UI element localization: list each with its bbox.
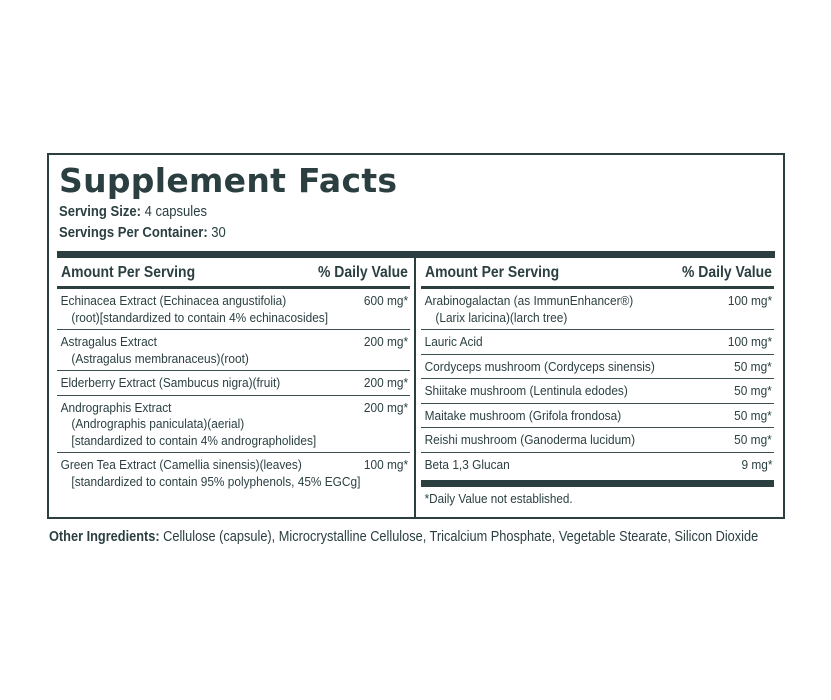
ingredient-row: Maitake mushroom (Grifola frondosa) 50 m…: [421, 404, 774, 428]
ingredient-detail: (Larix laricina)(larch tree): [435, 309, 568, 325]
amount-per-serving-heading: Amount Per Serving: [61, 264, 196, 281]
ingredient-row: Green Tea Extract (Camellia sinensis)(le…: [57, 453, 410, 493]
ingredient-row: Astragalus Extract (Astragalus membranac…: [57, 330, 410, 371]
ingredient-row: Lauric Acid 100 mg*: [421, 330, 774, 355]
header-thick-rule: [57, 251, 775, 258]
left-column: Amount Per Serving % Daily Value Echinac…: [57, 258, 410, 493]
ingredient-name: Cordyceps mushroom (Cordyceps sinensis): [424, 358, 655, 374]
right-column-header: Amount Per Serving % Daily Value: [421, 258, 774, 289]
other-ingredients-label: Other Ingredients:: [49, 529, 160, 545]
panel-title: Supplement Facts: [59, 161, 398, 200]
ingredient-name: Astragalus Extract: [60, 334, 157, 349]
left-column-header: Amount Per Serving % Daily Value: [57, 258, 410, 289]
serving-size-label: Serving Size:: [59, 204, 141, 220]
serving-size-value: 4 capsules: [140, 204, 207, 220]
ingredient-amount: 50 mg*: [734, 358, 772, 374]
supplement-facts-panel: Supplement Facts Serving Size: 4 capsule…: [47, 153, 785, 519]
ingredient-amount: 200 mg*: [363, 334, 408, 349]
ingredient-name: Reishi mushroom (Ganoderma lucidum): [424, 432, 636, 447]
ingredient-amount: 200 mg*: [363, 399, 408, 415]
other-ingredients-value: Cellulose (capsule), Microcrystalline Ce…: [159, 529, 759, 545]
ingredient-detail: (Astragalus membranaceus)(root): [71, 350, 249, 366]
ingredient-name: Arabinogalactan (as ImmunEnhancer®): [424, 293, 634, 308]
ingredient-row: Reishi mushroom (Ganoderma lucidum) 50 m…: [421, 428, 774, 453]
ingredient-amount: 600 mg*: [363, 293, 408, 308]
ingredient-amount: 100 mg*: [363, 457, 408, 472]
other-ingredients: Other Ingredients: Cellulose (capsule), …: [49, 527, 758, 547]
ingredient-row: Shiitake mushroom (Lentinula edodes) 50 …: [421, 379, 774, 404]
ingredient-row: Arabinogalactan (as ImmunEnhancer®) (Lar…: [421, 289, 774, 330]
serving-size: Serving Size: 4 capsules: [59, 203, 207, 221]
ingredient-amount: 100 mg*: [727, 334, 772, 349]
right-column: Amount Per Serving % Daily Value Arabino…: [421, 258, 774, 511]
ingredient-row: Beta 1,3 Glucan 9 mg*: [421, 453, 774, 477]
footer-thick-rule: [421, 480, 774, 487]
servings-per-container-value: 30: [207, 225, 226, 241]
daily-value-heading: % Daily Value: [318, 264, 408, 281]
daily-value-footnote: *Daily Value not established.: [424, 491, 573, 506]
daily-value-heading: % Daily Value: [682, 264, 772, 281]
servings-per-container: Servings Per Container: 30: [59, 224, 226, 242]
ingredient-name: Green Tea Extract (Camellia sinensis)(le…: [60, 457, 302, 472]
ingredient-detail: (root)[standardized to contain 4% echina…: [71, 309, 329, 325]
ingredient-name: Echinacea Extract (Echinacea angustifoli…: [60, 293, 287, 308]
ingredient-name: Shiitake mushroom (Lentinula edodes): [424, 383, 628, 398]
ingredient-amount: 50 mg*: [734, 383, 772, 398]
ingredient-amount: 200 mg*: [363, 375, 408, 390]
ingredient-amount: 100 mg*: [727, 293, 772, 308]
ingredient-row: Cordyceps mushroom (Cordyceps sinensis) …: [421, 355, 774, 379]
ingredient-row: Andrographis Extract (Andrographis panic…: [57, 396, 410, 453]
ingredient-amount: 50 mg*: [734, 407, 772, 423]
ingredient-name: Maitake mushroom (Grifola frondosa): [424, 407, 622, 423]
ingredient-name: Lauric Acid: [424, 334, 483, 349]
ingredient-name: Beta 1,3 Glucan: [424, 456, 510, 472]
ingredient-detail: (Andrographis paniculata)(aerial): [71, 416, 245, 431]
ingredient-name: Elderberry Extract (Sambucus nigra)(frui…: [60, 375, 281, 390]
ingredient-amount: 50 mg*: [734, 432, 772, 447]
servings-per-container-label: Servings Per Container:: [59, 225, 208, 241]
ingredient-detail: [standardized to contain 95% polyphenols…: [71, 473, 361, 489]
ingredient-amount: 9 mg*: [740, 456, 772, 472]
ingredient-detail: [standardized to contain 4% andrographol…: [71, 432, 317, 448]
ingredient-name: Andrographis Extract: [60, 399, 172, 415]
amount-per-serving-heading: Amount Per Serving: [425, 264, 560, 281]
ingredient-row: Echinacea Extract (Echinacea angustifoli…: [57, 289, 410, 330]
ingredient-row: Elderberry Extract (Sambucus nigra)(frui…: [57, 371, 410, 396]
column-divider: [414, 251, 416, 517]
